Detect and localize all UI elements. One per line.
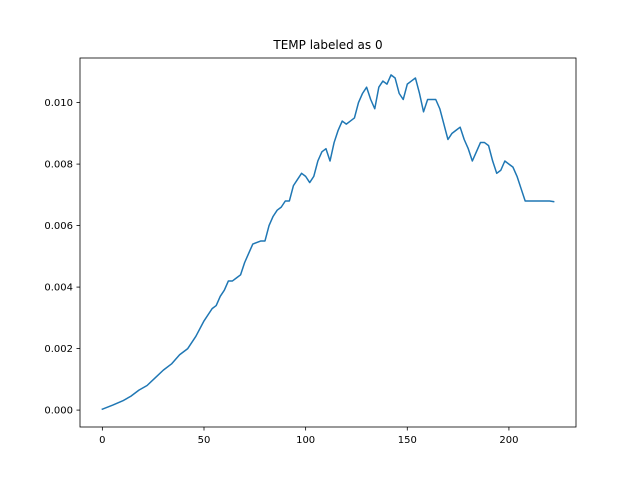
x-tick-label: 50 <box>198 435 211 446</box>
chart-title: TEMP labeled as 0 <box>272 38 382 52</box>
series-line-0 <box>101 74 555 411</box>
y-tick-label: 0.006 <box>44 221 73 232</box>
y-axis: 0.000 0.002 0.004 0.006 0.008 0.010 <box>44 98 80 417</box>
y-tick-label: 0.002 <box>44 344 73 355</box>
x-tick-label: 200 <box>499 435 518 446</box>
x-tick-label: 100 <box>296 435 315 446</box>
y-tick-label: 0.004 <box>44 283 73 294</box>
y-tick-label: 0.000 <box>44 406 73 417</box>
y-tick-label: 0.008 <box>44 160 73 171</box>
x-tick-label: 0 <box>99 435 105 446</box>
plot-frame <box>79 57 577 428</box>
x-tick-label: 150 <box>398 435 417 446</box>
plot-content <box>101 74 555 411</box>
y-tick-label: 0.010 <box>44 98 73 109</box>
x-axis: 0 50 100 150 200 <box>99 427 518 446</box>
